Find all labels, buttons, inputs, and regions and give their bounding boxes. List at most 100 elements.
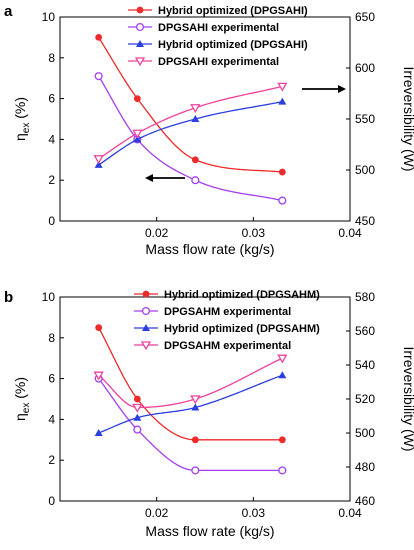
right-axis-ticks-a: 450 500 550 600 650 [346,10,375,228]
y-axis-label-right-a: Irreversibility (W) [401,67,414,172]
right-tick-label: 500 [355,163,375,177]
data-point [133,413,142,421]
left-tick-label: 6 [48,372,55,386]
right-axis-ticks-b: 460 480 500 520 540 560 580 [346,290,375,508]
right-tick-label: 500 [355,426,375,440]
data-point [190,395,201,405]
data-point [132,403,143,413]
x-tick-label: 0.03 [242,506,266,520]
left-axis-ticks-a: 0 2 4 6 8 10 [42,10,64,228]
data-point [278,196,287,205]
legend-item: Hybrid optimized (DPGSAHI) [128,39,308,51]
legend-label: Hybrid optimized (DPGSAHI) [158,5,308,17]
left-tick-label: 4 [48,132,55,146]
y-axis-label-left-b: ηex (%) [12,377,32,421]
panel-letter-b: b [4,289,13,306]
series-marks-a [93,34,288,205]
legend-label: Hybrid optimized (DPGSAHM) [164,323,320,335]
legend-item: Hybrid optimized (DPGSAHM) [134,289,320,301]
legend-item: DPGSAHI experimental [128,56,279,68]
legend-item: DPGSAHI experimental [128,22,279,34]
left-tick-label: 8 [48,51,55,65]
series-line [98,37,283,173]
legend-item: Hybrid optimized (DPGSAHI) [128,5,308,17]
data-point [94,160,103,168]
left-tick-label: 10 [42,290,56,304]
series-line [98,85,283,160]
data-point [191,403,200,411]
panel-b: b 0 2 4 6 8 10 460 480 500 520 540 560 580 0.02 0.03… [4,289,414,539]
data-point [191,115,200,122]
x-tick-label: 0.02 [145,506,169,520]
right-tick-label: 650 [355,10,375,24]
data-point [191,176,200,185]
legend-label: DPGSAHI experimental [158,56,279,68]
series-line [98,357,283,409]
left-tick-label: 0 [48,494,55,508]
legend-label: DPGSAHM experimental [164,340,291,352]
x-tick-label: 0.04 [338,226,362,240]
data-point [278,436,286,444]
left-tick-label: 6 [48,92,55,106]
x-axis-ticks-b: 0.02 0.03 0.04 [145,497,362,520]
data-point [93,371,104,381]
data-point [191,466,200,475]
legend-item: DPGSAHM experimental [134,340,291,352]
data-point [191,436,199,444]
data-point [278,371,287,379]
data-point [133,425,142,434]
y-axis-label-left-a: ηex (%) [12,97,32,141]
legend-a: Hybrid optimized (DPGSAHI) DPGSAHI exper… [128,5,308,68]
series-line [98,327,283,441]
right-tick-label: 580 [355,290,375,304]
data-point [93,155,104,165]
data-point [277,354,288,364]
data-point [278,168,286,176]
x-tick-label: 0.03 [242,226,266,240]
data-point [190,104,201,114]
x-axis-label-b: Mass flow rate (kg/s) [145,523,274,539]
right-tick-label: 600 [355,61,375,75]
right-tick-label: 560 [355,324,375,338]
series-line [98,101,283,166]
series-line [98,378,283,472]
left-tick-label: 2 [48,173,55,187]
x-tick-label: 0.02 [145,226,169,240]
panel-a: a 0 2 4 6 8 10 450 500 550 600 650 0.02 0.03 0.04 M… [4,3,414,257]
legend-label: Hybrid optimized (DPGSAHI) [158,39,308,51]
panel-letter-a: a [4,3,13,20]
data-point [277,82,288,92]
data-point [191,156,199,164]
data-point [278,466,287,475]
left-tick-label: 2 [48,453,55,467]
legend-b: Hybrid optimized (DPGSAHM) DPGSAHM exper… [134,289,320,352]
series-line [98,75,283,202]
data-point [94,72,103,81]
left-tick-label: 4 [48,412,55,426]
data-point [95,34,103,41]
right-tick-label: 550 [355,112,375,126]
legend-label: DPGSAHI experimental [158,22,279,34]
series-marks-b [93,324,288,475]
left-tick-label: 8 [48,331,55,345]
right-tick-label: 460 [355,494,375,508]
x-axis-label-a: Mass flow rate (kg/s) [145,241,274,257]
legend-item: DPGSAHM experimental [134,306,291,318]
data-point [278,97,287,105]
data-point [95,324,103,331]
legend-label: Hybrid optimized (DPGSAHM) [164,289,320,301]
data-point [133,395,141,403]
left-tick-label: 10 [42,10,56,24]
data-point [133,95,141,102]
y-axis-label-right-b: Irreversibility (W) [401,347,414,452]
x-axis-ticks-a: 0.02 0.03 0.04 [145,217,362,240]
right-tick-label: 540 [355,358,375,372]
right-tick-label: 450 [355,214,375,228]
legend-item: Hybrid optimized (DPGSAHM) [134,323,320,335]
data-point [133,135,142,143]
series-line [98,374,283,434]
legend-label: DPGSAHM experimental [164,306,291,318]
left-axis-ticks-b: 0 2 4 6 8 10 [42,290,64,508]
x-tick-label: 0.04 [338,506,362,520]
